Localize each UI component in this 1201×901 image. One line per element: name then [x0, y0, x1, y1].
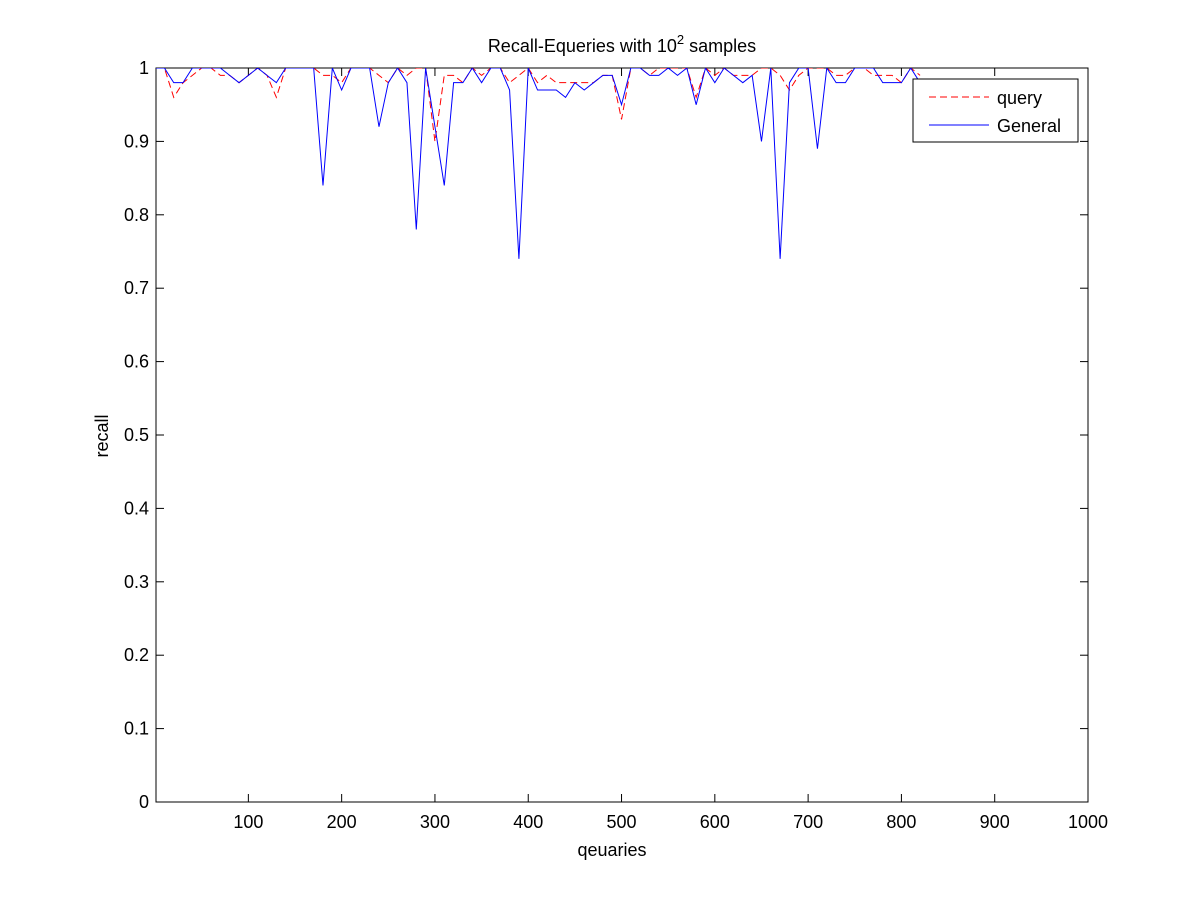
- x-tick-label-300: 300: [420, 812, 450, 832]
- x-axis-label: qeuaries: [577, 840, 646, 860]
- chart-title-main: Recall-Equeries with 10: [488, 36, 677, 56]
- y-tick-label-2: 0.2: [124, 645, 149, 665]
- y-tick-label-5: 0.5: [124, 425, 149, 445]
- x-tick-label-900: 900: [980, 812, 1010, 832]
- x-axis: 100 200 300 400 500 600 700 800 900 1000: [233, 68, 1108, 832]
- y-tick-label-9: 0.9: [124, 131, 149, 151]
- legend-label-query: query: [997, 88, 1042, 108]
- chart-title: Recall-Equeries with 102 samples: [488, 32, 756, 56]
- series-line-general: [156, 68, 921, 259]
- chart-title-superscript: 2: [677, 32, 684, 47]
- plot-area: [155, 67, 1089, 803]
- legend-label-general: General: [997, 116, 1061, 136]
- y-axis-label: recall: [92, 414, 112, 457]
- y-tick-label-6: 0.6: [124, 352, 149, 372]
- y-tick-label-3: 0.3: [124, 572, 149, 592]
- y-axis: 0 0.1 0.2 0.3 0.4 0.5 0.6 0.7 0.8 0.9 1: [124, 58, 1088, 812]
- y-tick-label-8: 0.8: [124, 205, 149, 225]
- legend: query General: [912, 78, 1079, 143]
- x-tick-label-400: 400: [513, 812, 543, 832]
- x-tick-label-1000: 1000: [1068, 812, 1108, 832]
- x-tick-label-500: 500: [607, 812, 637, 832]
- y-tick-label-1: 0.1: [124, 719, 149, 739]
- chart-title-tail: samples: [684, 36, 756, 56]
- x-tick-label-700: 700: [793, 812, 823, 832]
- series-line-query: [156, 68, 921, 142]
- x-tick-label-100: 100: [233, 812, 263, 832]
- y-tick-label-7: 0.7: [124, 278, 149, 298]
- series-group: [156, 68, 921, 259]
- x-tick-label-800: 800: [886, 812, 916, 832]
- y-tick-label-10: 1: [139, 58, 149, 78]
- x-tick-label-200: 200: [327, 812, 357, 832]
- y-tick-label-0: 0: [139, 792, 149, 812]
- legend-box: [912, 78, 1079, 143]
- y-tick-label-4: 0.4: [124, 498, 149, 518]
- x-tick-label-600: 600: [700, 812, 730, 832]
